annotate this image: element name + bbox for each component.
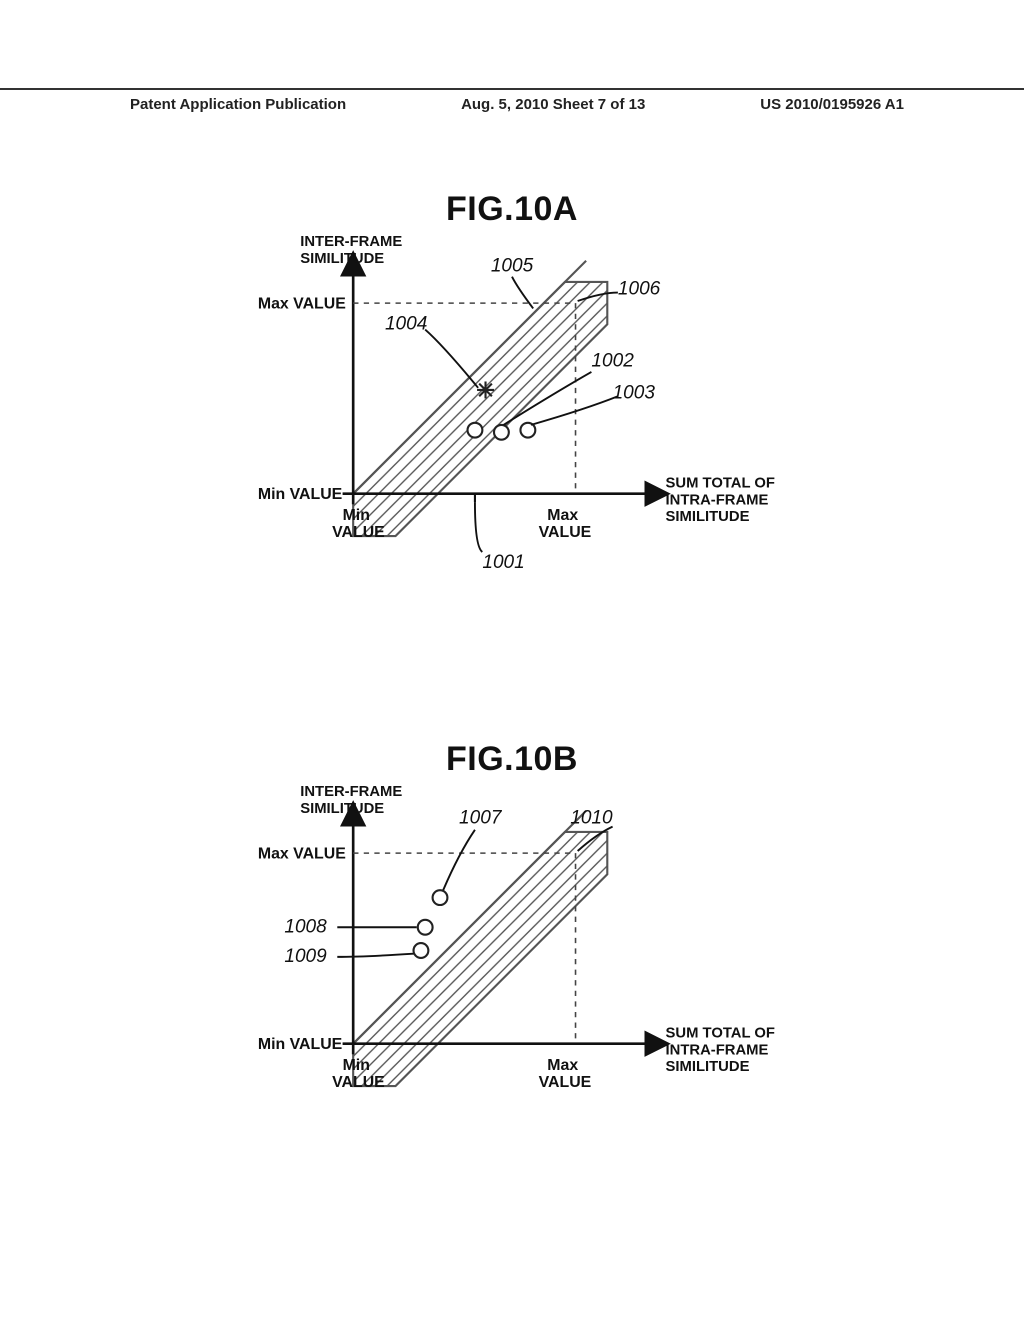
x-max-label: Max VALUE [539,507,592,541]
x-max-label: Max VALUE [539,1057,592,1091]
figure-10b: FIG.10B SUM TOTAL OF INTER [0,740,1024,1139]
leader-1001 [475,502,482,552]
header-left: Patent Application Publication [130,96,346,113]
x-axis-title: SUM TOTAL OF INTRA-FRAME SIMILITUDE [666,1025,780,1075]
diagonal-band [353,832,607,1086]
header-right: US 2010/0195926 A1 [760,96,904,113]
y-min-label: Min VALUE [258,486,342,503]
marker-1001 [468,423,483,438]
page: Patent Application Publication Aug. 5, 2… [0,0,1024,1320]
y-min-label: Min VALUE [258,1036,342,1053]
page-header: Patent Application Publication Aug. 5, 2… [0,88,1024,113]
figure-10a-title: FIG.10A [0,190,1024,229]
y-axis-title: SUM TOTAL OF INTER-FRAME SIMILITUDE [300,779,414,817]
markers-below [468,423,536,440]
figure-10a-chart: SUM TOTAL OF INTER-FRAME SIMILITUDE SUM … [192,229,832,589]
callout-1009: 1009 [284,946,327,967]
callout-1006: 1006 [618,279,661,300]
callout-1003: 1003 [613,382,656,403]
leader-1009 [337,954,413,957]
star-marker-1004 [477,381,494,398]
x-axis-title: SUM TOTAL OF INTRA-FRAME SIMILITUDE [666,475,780,525]
header-center: Aug. 5, 2010 Sheet 7 of 13 [461,96,645,113]
callout-1007: 1007 [459,807,503,828]
marker-1007 [433,890,448,905]
callout-1008: 1008 [284,917,327,938]
marker-1009 [414,943,429,958]
leader-1004 [425,330,478,388]
figure-10b-chart: SUM TOTAL OF INTER-FRAME SIMILITUDE SUM … [192,779,832,1139]
callout-1004: 1004 [385,314,427,335]
figure-10b-title: FIG.10B [0,740,1024,779]
figure-10a: FIG.10A SUM TOTAL OF [0,190,1024,589]
marker-1002 [494,425,509,440]
callout-1005: 1005 [491,255,534,276]
leader-1007 [443,830,475,890]
y-max-label: Max VALUE [258,845,346,862]
callout-1010: 1010 [570,807,613,828]
callout-1002: 1002 [591,351,634,372]
y-max-label: Max VALUE [258,295,346,312]
y-axis-title: SUM TOTAL OF INTER-FRAME SIMILITUDE [300,229,414,267]
markers-left [414,890,448,958]
marker-1008 [418,920,433,935]
callout-1001: 1001 [482,552,524,573]
